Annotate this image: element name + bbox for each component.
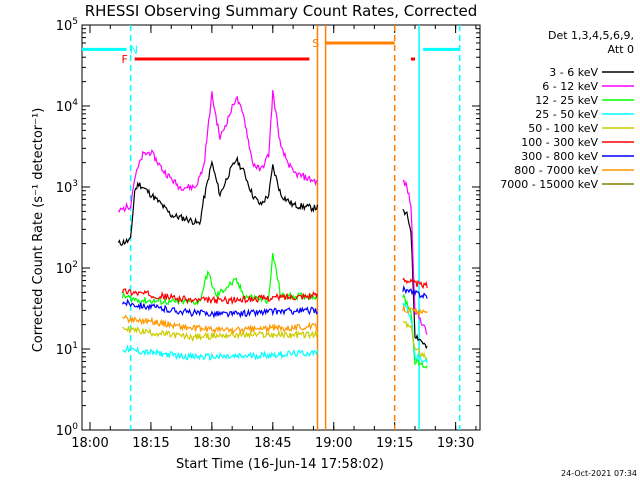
y-tick-base: 10 bbox=[56, 262, 73, 277]
series-12-25-kev-line bbox=[121, 252, 319, 306]
series-12-25-kev-line-2 bbox=[402, 293, 428, 369]
series-300-800-kev-line bbox=[121, 298, 318, 319]
series-50-100-kev-line bbox=[122, 326, 319, 343]
x-tick-label: 18:45 bbox=[254, 436, 291, 451]
x-axis-label: Start Time (16-Jun-14 17:58:02) bbox=[176, 457, 384, 472]
y-tick-base: 10 bbox=[56, 19, 73, 34]
chart-title: RHESSI Observing Summary Count Rates, Co… bbox=[85, 2, 478, 20]
series-100-300-kev-line bbox=[121, 288, 319, 306]
y-tick-label: 101 bbox=[56, 341, 78, 358]
plot-frame bbox=[81, 24, 481, 431]
series-300-800-kev-line-2 bbox=[402, 284, 428, 300]
y-tick-label: 105 bbox=[56, 17, 78, 34]
y-tick-base: 10 bbox=[56, 100, 73, 115]
legend-label: 6 - 12 keV bbox=[542, 80, 598, 93]
y-tick-label: 103 bbox=[56, 179, 78, 196]
y-tick-exponent: 1 bbox=[72, 341, 78, 351]
x-tick-label: 18:30 bbox=[193, 436, 230, 451]
legend-label: 800 - 7000 keV bbox=[514, 164, 598, 177]
x-tick-label: 19:30 bbox=[437, 436, 474, 451]
series-25-50-kev-line bbox=[122, 344, 319, 361]
series-50-100-kev-line-2 bbox=[402, 320, 428, 360]
y-tick-exponent: 5 bbox=[72, 17, 78, 27]
y-tick-exponent: 4 bbox=[72, 98, 78, 108]
legend-label: 7000 - 15000 keV bbox=[500, 178, 598, 191]
y-tick-label: 104 bbox=[56, 98, 79, 115]
series-100-300-kev-line-2 bbox=[402, 277, 428, 289]
legend-header: Att 0 bbox=[608, 43, 634, 56]
x-tick-label: 18:00 bbox=[71, 436, 108, 451]
y-tick-label: 100 bbox=[56, 422, 79, 439]
y-tick-exponent: 0 bbox=[72, 422, 78, 432]
series-800-7000-kev-line bbox=[122, 314, 319, 335]
saa-label: S bbox=[312, 37, 319, 50]
series-3-6-kev-line-2 bbox=[402, 208, 428, 350]
series-6-12-kev-line bbox=[117, 90, 318, 213]
x-tick-label: 19:15 bbox=[376, 436, 413, 451]
series-25-50-kev-line-2 bbox=[402, 302, 428, 364]
legend-label: 3 - 6 keV bbox=[549, 66, 598, 79]
y-tick-exponent: 2 bbox=[72, 260, 78, 270]
flare-label: F bbox=[122, 53, 128, 66]
legend-label: 25 - 50 keV bbox=[535, 108, 598, 121]
y-tick-base: 10 bbox=[56, 343, 73, 358]
x-tick-label: 18:15 bbox=[132, 436, 169, 451]
footer-timestamp: 24-Oct-2021 07:34 bbox=[561, 469, 637, 478]
y-tick-label: 102 bbox=[56, 260, 78, 277]
series-6-12-kev-line-2 bbox=[402, 179, 428, 335]
legend-label: 50 - 100 keV bbox=[528, 122, 598, 135]
y-tick-exponent: 3 bbox=[72, 179, 78, 189]
x-tick-label: 19:00 bbox=[315, 436, 352, 451]
legend-label: 12 - 25 keV bbox=[535, 94, 598, 107]
legend-label: 100 - 300 keV bbox=[521, 136, 598, 149]
night-label: N bbox=[130, 43, 138, 56]
y-tick-base: 10 bbox=[56, 181, 73, 196]
series-800-7000-kev-line-2 bbox=[402, 305, 428, 316]
y-axis-label: Corrected Count Rate (s⁻¹ detector⁻¹) bbox=[31, 108, 46, 353]
series-3-6-kev-line bbox=[117, 155, 319, 247]
legend-label: 300 - 800 keV bbox=[521, 150, 598, 163]
legend-header: Det 1,3,4,5,6,9, bbox=[548, 29, 634, 42]
y-tick-base: 10 bbox=[56, 424, 73, 439]
